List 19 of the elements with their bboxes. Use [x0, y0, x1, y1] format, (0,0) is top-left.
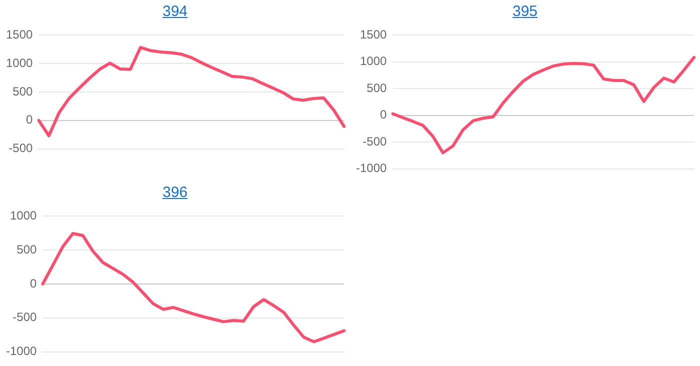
y-tick-label: -500: [8, 141, 34, 156]
y-tick-label: 0: [380, 108, 388, 122]
y-tick-label: 500: [366, 80, 388, 95]
y-tick-label: 1000: [360, 54, 388, 68]
y-tick-label: -1000: [356, 161, 388, 176]
chart-title: 394: [161, 2, 189, 22]
y-tick-label: -1000: [6, 344, 38, 358]
y-tick-label: 0: [30, 276, 38, 290]
y-tick-label: 1000: [6, 56, 34, 70]
y-tick-label: -500: [12, 310, 38, 324]
y-tick-label: 0: [26, 112, 34, 127]
y-tick-label: 1500: [360, 28, 388, 42]
y-tick-label: 500: [12, 84, 34, 98]
y-tick-label: -500: [362, 134, 388, 148]
chart-title: 395: [511, 2, 539, 22]
chart-title: 396: [161, 183, 189, 203]
y-tick-label: 500: [16, 242, 38, 256]
y-tick-label: 1000: [10, 208, 38, 223]
y-tick-label: 1500: [6, 28, 34, 42]
